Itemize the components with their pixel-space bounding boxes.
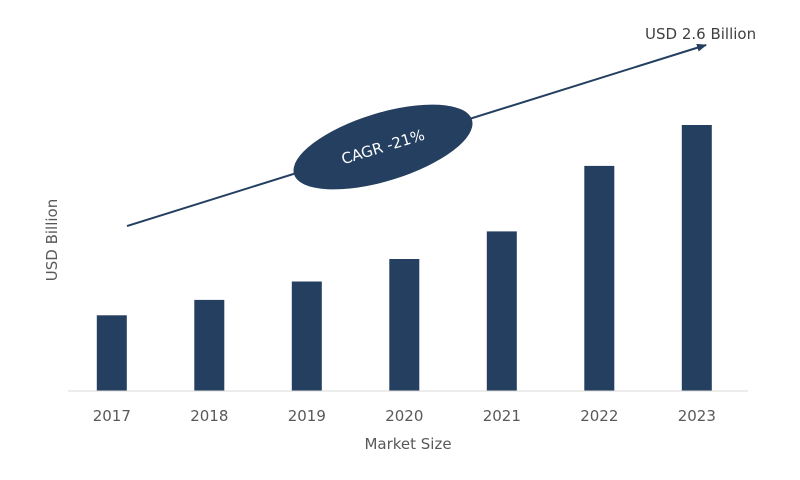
- x-tick-labels: 2017 2018 2019 2020 2021 2022 2023: [93, 407, 716, 425]
- x-tick-label-2023: 2023: [678, 407, 716, 425]
- cagr-badge: CAGR -21%: [293, 104, 473, 190]
- x-tick-label-2021: 2021: [483, 407, 521, 425]
- x-tick-label-2020: 2020: [385, 407, 423, 425]
- end-value-label: USD 2.6 Billion: [645, 25, 756, 43]
- x-tick-label-2017: 2017: [93, 407, 131, 425]
- bar-series: [96, 125, 712, 391]
- x-tick-label-2019: 2019: [288, 407, 326, 425]
- y-axis-title: USD Billion: [43, 199, 61, 281]
- x-axis-title: Market Size: [364, 435, 451, 453]
- bar-2021: [486, 231, 517, 391]
- bar-2023: [681, 125, 712, 391]
- x-tick-label-2018: 2018: [190, 407, 228, 425]
- bar-2022: [584, 165, 615, 391]
- bar-2019: [291, 281, 322, 391]
- x-tick-label-2022: 2022: [580, 407, 618, 425]
- bar-2017: [96, 315, 127, 391]
- bar-2018: [194, 299, 225, 391]
- bar-2020: [389, 259, 420, 391]
- cagr-ellipse: [293, 104, 473, 190]
